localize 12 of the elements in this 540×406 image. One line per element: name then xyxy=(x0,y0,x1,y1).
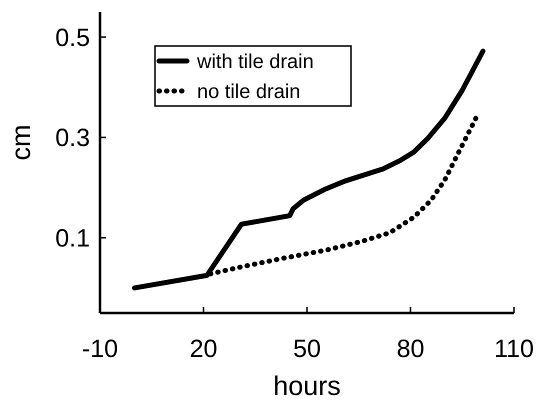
legend-label: no tile drain xyxy=(197,81,300,103)
x-axis-title: hours xyxy=(273,371,341,401)
y-tick-label: 0.5 xyxy=(55,24,90,52)
y-tick-label: 0.1 xyxy=(55,224,90,252)
x-tick-label: 110 xyxy=(494,335,534,363)
x-tick-label: 80 xyxy=(396,335,424,363)
x-tick-label: 50 xyxy=(293,335,321,363)
y-tick-label: 0.3 xyxy=(55,124,90,152)
y-axis-title: cm xyxy=(6,124,36,160)
x-tick-label: -10 xyxy=(82,335,118,363)
legend-label: with tile drain xyxy=(196,51,314,73)
x-tick-label: 20 xyxy=(190,335,218,363)
